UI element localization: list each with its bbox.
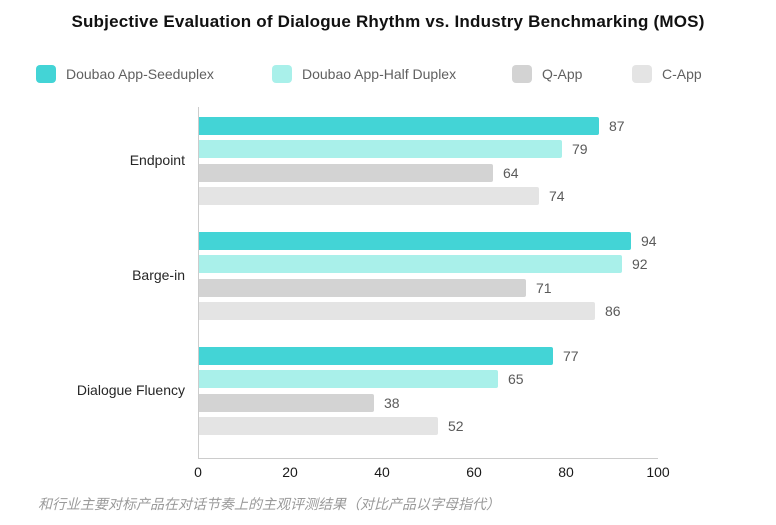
bar-value-label: 64 (503, 165, 519, 181)
bar-dialogue-fluency-4 (199, 417, 438, 435)
bar-value-label: 74 (549, 188, 565, 204)
bar-value-label: 86 (605, 303, 621, 319)
category-label-endpoint: Endpoint (129, 152, 185, 168)
legend-swatch-icon (512, 65, 532, 83)
x-tick-label: 100 (646, 464, 670, 480)
bar-value-label: 87 (609, 118, 625, 134)
bar-value-label: 52 (448, 418, 464, 434)
legend-item-2: Doubao App-Half Duplex (272, 63, 456, 85)
legend-swatch-icon (272, 65, 292, 83)
bar-barge-in-4 (199, 302, 595, 320)
x-axis-line (198, 458, 658, 459)
bar-dialogue-fluency-1 (199, 347, 553, 365)
legend-item-3: Q-App (512, 63, 582, 85)
bar-barge-in-2 (199, 255, 622, 273)
bar-endpoint-1 (199, 117, 599, 135)
x-tick-label: 40 (374, 464, 390, 480)
legend-label: Doubao App-Seeduplex (66, 66, 214, 82)
bar-barge-in-3 (199, 279, 526, 297)
x-tick-label: 60 (466, 464, 482, 480)
legend-item-1: Doubao App-Seeduplex (36, 63, 214, 85)
y-axis-line (198, 107, 199, 458)
x-tick-label: 0 (194, 464, 202, 480)
legend-swatch-icon (632, 65, 652, 83)
bar-endpoint-4 (199, 187, 539, 205)
x-tick-label: 80 (558, 464, 574, 480)
bar-barge-in-1 (199, 232, 631, 250)
bar-value-label: 38 (384, 395, 400, 411)
bar-value-label: 65 (508, 371, 524, 387)
legend-label: Doubao App-Half Duplex (302, 66, 457, 82)
bar-endpoint-2 (199, 140, 562, 158)
legend-item-4: C-App (632, 63, 702, 85)
bar-endpoint-3 (199, 164, 493, 182)
bar-dialogue-fluency-2 (199, 370, 498, 388)
legend-label: Q-App (542, 66, 583, 82)
figure-caption: 和行业主要对标产品在对话节奏上的主观评测结果（对比产品以字母指代） (38, 496, 500, 512)
bar-dialogue-fluency-3 (199, 394, 374, 412)
bar-value-label: 77 (563, 348, 579, 364)
category-label-barge-in: Barge-in (132, 267, 185, 283)
chart-title: Subjective Evaluation of Dialogue Rhythm… (71, 12, 705, 31)
bar-value-label: 79 (572, 141, 588, 157)
legend-label: C-App (662, 66, 702, 82)
bar-value-label: 92 (632, 256, 648, 272)
legend-swatch-icon (36, 65, 56, 83)
bar-value-label: 71 (536, 280, 552, 296)
bar-value-label: 94 (641, 233, 657, 249)
x-tick-label: 20 (282, 464, 298, 480)
category-label-dialogue-fluency: Dialogue Fluency (76, 382, 185, 398)
